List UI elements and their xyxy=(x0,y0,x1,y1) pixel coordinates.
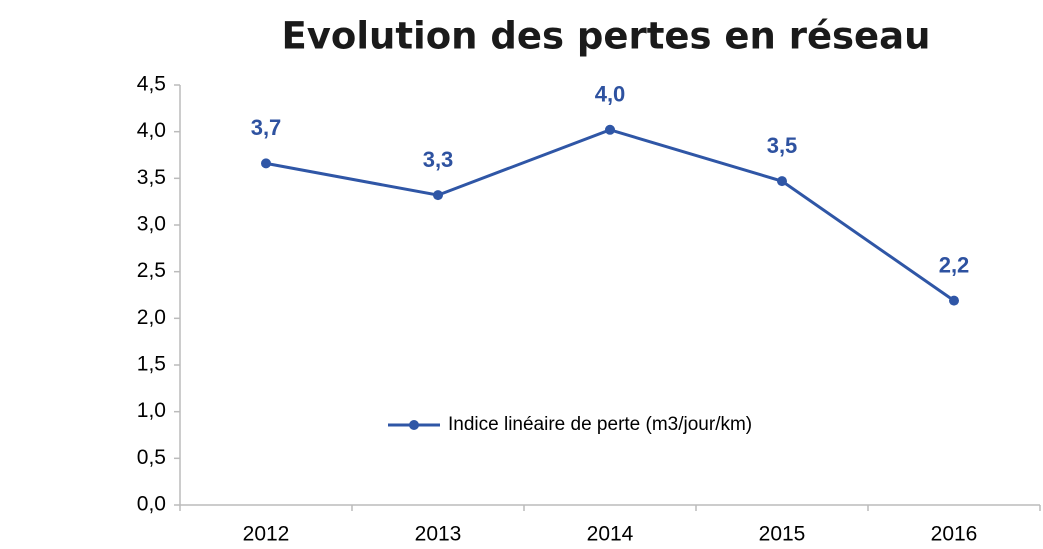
chart-title: Evolution des pertes en réseau xyxy=(282,15,931,58)
y-tick-label: 4,5 xyxy=(137,73,166,96)
x-tick-label: 2016 xyxy=(931,523,978,546)
data-label: 3,5 xyxy=(767,133,798,158)
x-tick-label: 2012 xyxy=(243,523,290,546)
data-label: 2,2 xyxy=(939,252,970,277)
y-tick-label: 4,0 xyxy=(137,119,166,142)
y-tick-label: 2,5 xyxy=(137,259,166,282)
data-label: 3,7 xyxy=(251,115,282,140)
legend-label: Indice linéaire de perte (m3/jour/km) xyxy=(448,414,752,435)
y-tick-label: 1,5 xyxy=(137,353,166,376)
y-tick-label: 3,0 xyxy=(137,213,166,236)
x-tick-label: 2015 xyxy=(759,523,806,546)
data-point xyxy=(605,124,615,135)
y-tick-label: 1,0 xyxy=(137,399,166,422)
series-line xyxy=(265,128,955,302)
y-tick-label: 0,5 xyxy=(137,446,166,469)
x-tick-label: 2014 xyxy=(587,523,634,546)
legend-marker xyxy=(409,420,419,430)
x-tick-label: 2013 xyxy=(415,523,462,546)
data-point xyxy=(433,190,443,201)
data-label: 4,0 xyxy=(595,82,626,107)
data-point xyxy=(261,158,271,169)
y-tick-label: 0,0 xyxy=(137,493,166,516)
data-point xyxy=(777,176,787,187)
data-point xyxy=(949,295,959,306)
y-tick-label: 3,5 xyxy=(137,166,166,189)
data-label: 3,3 xyxy=(423,147,454,172)
y-tick-label: 2,0 xyxy=(137,306,166,329)
